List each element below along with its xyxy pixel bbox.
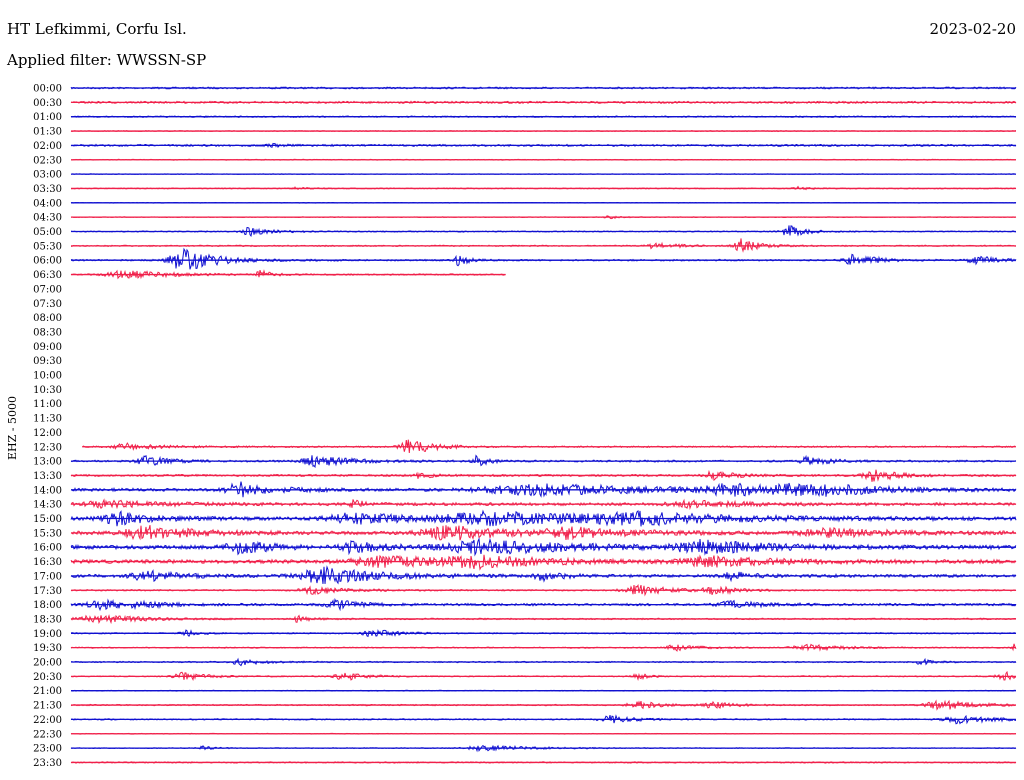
time-tick-label: 14:30 [33,500,62,511]
time-tick-label: 10:00 [33,371,62,382]
time-tick-label: 04:00 [33,198,62,209]
time-tick-label: 10:30 [33,385,62,396]
time-tick-label: 12:30 [33,442,62,453]
time-tick-label: 22:30 [33,729,62,740]
time-tick-label: 00:30 [33,98,62,109]
time-tick-label: 07:00 [33,284,62,295]
time-tick-label: 13:30 [33,471,62,482]
time-tick-label: 08:00 [33,313,62,324]
time-tick-label: 19:30 [33,643,62,654]
time-tick-label: 20:30 [33,672,62,683]
time-tick-label: 17:00 [33,571,62,582]
station-name: HT Lefkimmi, Corfu Isl. [7,20,187,38]
time-tick-label: 23:30 [33,758,62,769]
time-tick-label: 09:30 [33,356,62,367]
time-tick-label: 08:30 [33,327,62,338]
time-tick-label: 20:00 [33,658,62,669]
trace-row-0530 [71,238,1017,253]
time-tick-label: 19:00 [33,629,62,640]
trace-row-0500 [71,225,1017,238]
time-tick-label: 06:00 [33,256,62,267]
time-tick-label: 01:00 [33,112,62,123]
time-tick-label: 07:30 [33,299,62,310]
time-tick-label: 03:00 [33,170,62,181]
time-tick-label: 12:00 [33,428,62,439]
time-tick-label: 11:30 [33,414,62,425]
time-tick-label: 21:30 [33,701,62,712]
time-tick-label: 06:30 [33,270,62,281]
time-tick-label: 14:00 [33,485,62,496]
time-tick-label: 03:30 [33,184,62,195]
applied-filter: Applied filter: WWSSN-SP [7,51,207,69]
time-tick-label: 04:30 [33,213,62,224]
time-tick-label: 02:00 [33,141,62,152]
time-tick-label: 16:30 [33,557,62,568]
time-tick-label: 13:00 [33,457,62,468]
time-tick-label: 22:00 [33,715,62,726]
time-tick-label: 05:00 [33,227,62,238]
time-tick-label: 17:30 [33,586,62,597]
time-tick-label: 18:00 [33,600,62,611]
time-tick-label: 15:00 [33,514,62,525]
time-tick-label: 02:30 [33,155,62,166]
time-tick-label: 15:30 [33,528,62,539]
time-tick-label: 00:00 [33,84,62,95]
time-tick-label: 23:00 [33,744,62,755]
trace-row-0600 [70,247,1017,270]
time-tick-label: 18:30 [33,614,62,625]
time-tick-label: 05:30 [33,241,62,252]
time-tick-label: 21:00 [33,686,62,697]
record-date: 2023-02-20 [929,20,1016,38]
time-tick-label: 16:00 [33,543,62,554]
time-tick-label: 11:00 [33,399,62,410]
time-tick-label: 01:30 [33,127,62,138]
time-tick-label: 09:00 [33,342,62,353]
